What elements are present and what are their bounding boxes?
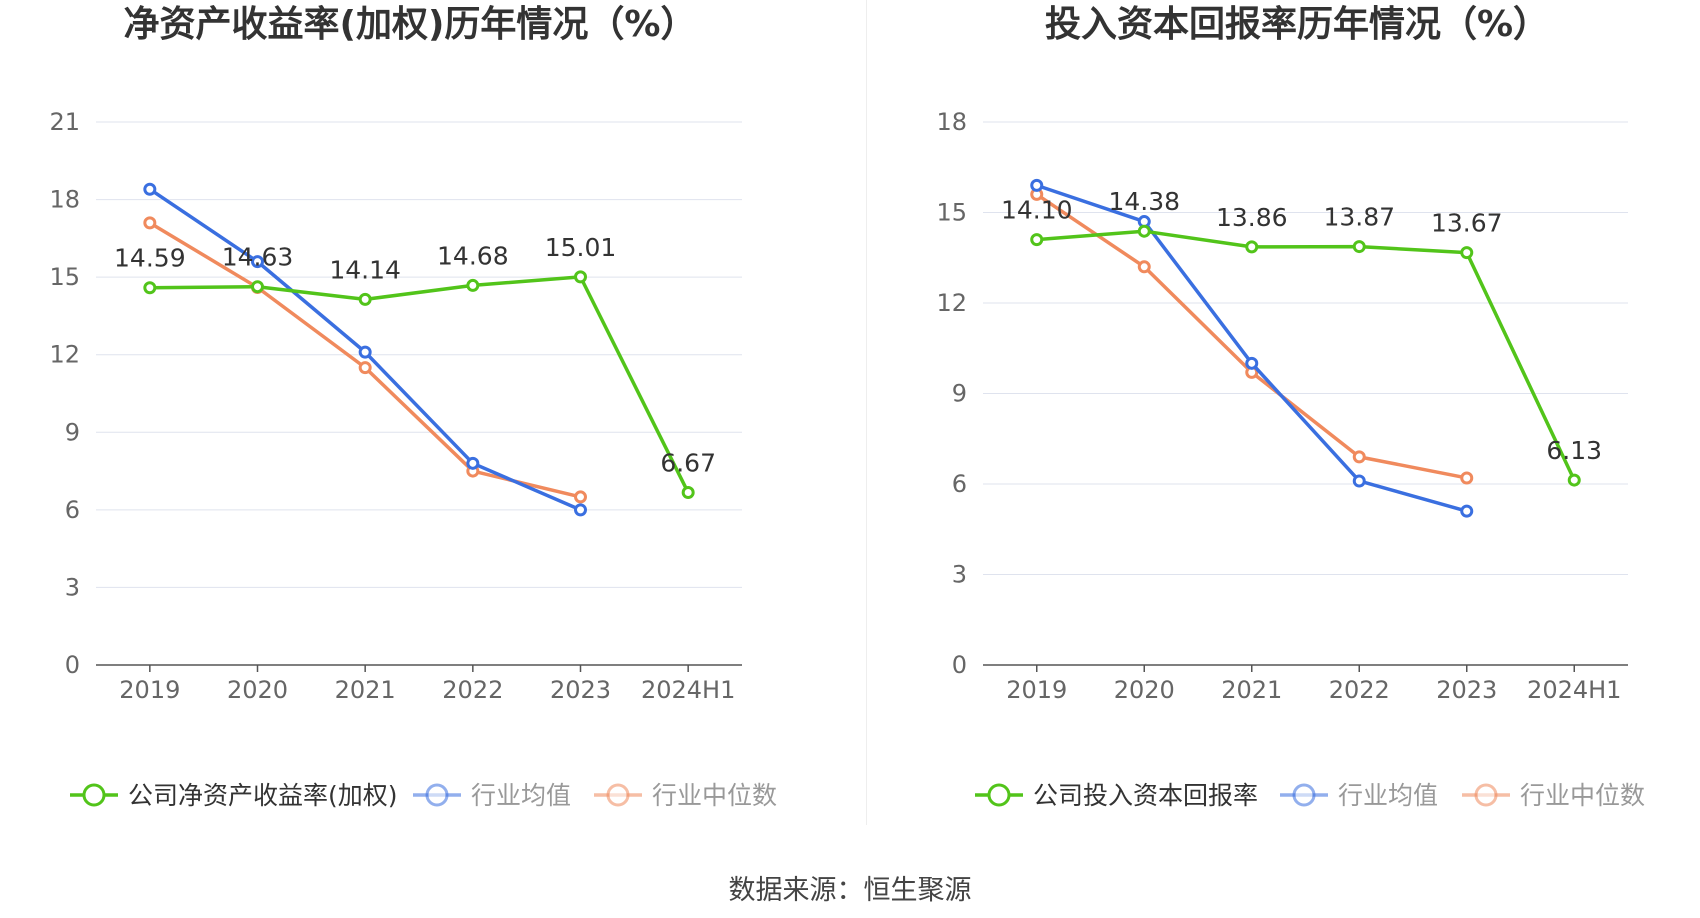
chart1-y-tick-label: 9 bbox=[952, 380, 967, 408]
chart0-average-point bbox=[358, 345, 372, 359]
chart1-company-data-label: 6.13 bbox=[1546, 436, 1602, 465]
chart0-legend-average-marker bbox=[425, 783, 449, 807]
chart0-average-point bbox=[466, 456, 480, 470]
chart0-company-point bbox=[574, 270, 587, 284]
chart0-y-tick-label: 18 bbox=[49, 186, 80, 214]
chart1-y-tick-label: 15 bbox=[936, 199, 967, 227]
chart0-median-point bbox=[358, 361, 372, 375]
chart0-y-tick-label: 12 bbox=[49, 341, 80, 369]
chart0-y-tick-label: 3 bbox=[65, 573, 80, 601]
chart1-x-tick-label: 2022 bbox=[1329, 676, 1390, 704]
chart1-y-tick-label: 3 bbox=[952, 561, 967, 589]
chart0-company-data-label: 14.14 bbox=[329, 255, 401, 284]
chart1-company-data-label: 13.86 bbox=[1216, 203, 1288, 232]
chart1-legend-median-marker bbox=[1474, 783, 1498, 807]
chart0-median-point bbox=[574, 490, 587, 504]
chart0-legend-average-label: 行业均值 bbox=[471, 781, 571, 810]
chart0-y-tick-label: 0 bbox=[65, 651, 80, 679]
chart0-company-data-label: 15.01 bbox=[545, 233, 617, 262]
chart1-legend-company-marker bbox=[987, 783, 1011, 807]
chart1-median-point bbox=[1460, 471, 1474, 485]
chart1-y-tick-label: 18 bbox=[936, 108, 967, 136]
chart0-median-point bbox=[143, 216, 157, 230]
chart0-company-data-label: 14.68 bbox=[437, 241, 509, 270]
chart0-average-point bbox=[251, 255, 264, 269]
chart0-average-point bbox=[574, 503, 587, 517]
chart0-legend-company-marker bbox=[82, 783, 106, 807]
chart1-average-point bbox=[1352, 474, 1366, 488]
chart1-company-point bbox=[1352, 240, 1366, 254]
chart1-average-point bbox=[1245, 356, 1259, 370]
chart0-company-point bbox=[251, 280, 264, 294]
chart0-company-point bbox=[143, 281, 157, 295]
chart1-legend-average-label: 行业均值 bbox=[1338, 781, 1438, 810]
chart0-y-tick-label: 9 bbox=[65, 418, 80, 446]
chart0-title: 净资产收益率(加权)历年情况（%） bbox=[124, 4, 697, 45]
chart0-x-tick-label: 2020 bbox=[227, 676, 288, 704]
panel-divider bbox=[866, 0, 867, 825]
chart0-x-tick-label: 2024H1 bbox=[641, 676, 735, 704]
chart0-y-tick-label: 15 bbox=[49, 263, 80, 291]
chart0-x-tick-label: 2021 bbox=[335, 676, 396, 704]
chart1-legend-median-label: 行业中位数 bbox=[1520, 781, 1645, 810]
chart0-x-tick-label: 2023 bbox=[550, 676, 611, 704]
chart1-median-line bbox=[1035, 192, 1468, 480]
chart0-company-data-label: 14.59 bbox=[114, 244, 186, 273]
chart1-company-data-label: 14.10 bbox=[1001, 196, 1073, 225]
chart1-x-tick-label: 2019 bbox=[1006, 676, 1067, 704]
chart1-company-line bbox=[1036, 229, 1576, 481]
chart0-company-line bbox=[149, 275, 690, 494]
chart1-average-point bbox=[1460, 504, 1474, 518]
chart0-company-data-label: 6.67 bbox=[660, 449, 716, 478]
chart0-company-point bbox=[466, 278, 480, 292]
chart1-company-data-label: 13.67 bbox=[1431, 209, 1503, 238]
chart0-x-tick-label: 2022 bbox=[442, 676, 503, 704]
chart1-x-tick-label: 2023 bbox=[1436, 676, 1497, 704]
chart1-median-point bbox=[1352, 450, 1366, 464]
chart1-average-point bbox=[1030, 178, 1044, 192]
chart1-x-tick-label: 2021 bbox=[1221, 676, 1282, 704]
chart1-legend-average-marker bbox=[1292, 783, 1316, 807]
chart1-company-data-label: 14.38 bbox=[1108, 187, 1180, 216]
chart1-x-tick-label: 2020 bbox=[1114, 676, 1175, 704]
chart0-legend-median-marker bbox=[606, 783, 630, 807]
chart1-company-data-label: 13.87 bbox=[1323, 203, 1395, 232]
chart0-average-point bbox=[143, 182, 157, 196]
chart1-company-point bbox=[1137, 224, 1151, 238]
chart0-company-point bbox=[358, 292, 372, 306]
chart1-y-tick-label: 0 bbox=[952, 651, 967, 679]
chart0-y-tick-label: 21 bbox=[49, 108, 80, 136]
chart1-company-point bbox=[1245, 240, 1259, 254]
chart0-legend-median-label: 行业中位数 bbox=[652, 781, 777, 810]
chart1-company-point bbox=[1567, 473, 1581, 487]
chart1-company-point bbox=[1030, 233, 1044, 247]
chart0-x-tick-label: 2019 bbox=[119, 676, 180, 704]
chart0-company-data-label: 14.63 bbox=[222, 243, 294, 272]
chart0-y-tick-label: 6 bbox=[65, 496, 80, 524]
chart1-title: 投入资本回报率历年情况（%） bbox=[1045, 4, 1549, 45]
chart0-legend-company-label: 公司净资产收益率(加权) bbox=[128, 781, 398, 810]
chart1-y-tick-label: 6 bbox=[952, 470, 967, 498]
chart1-median-point bbox=[1137, 260, 1151, 274]
chart1-y-tick-label: 12 bbox=[936, 289, 967, 317]
chart0-company-point bbox=[681, 486, 695, 500]
chart1-company-point bbox=[1460, 246, 1474, 260]
chart1-legend-company-label: 公司投入资本回报率 bbox=[1033, 781, 1258, 810]
chart1-x-tick-label: 2024H1 bbox=[1527, 676, 1621, 704]
data-source-label: 数据来源：恒生聚源 bbox=[728, 875, 972, 906]
